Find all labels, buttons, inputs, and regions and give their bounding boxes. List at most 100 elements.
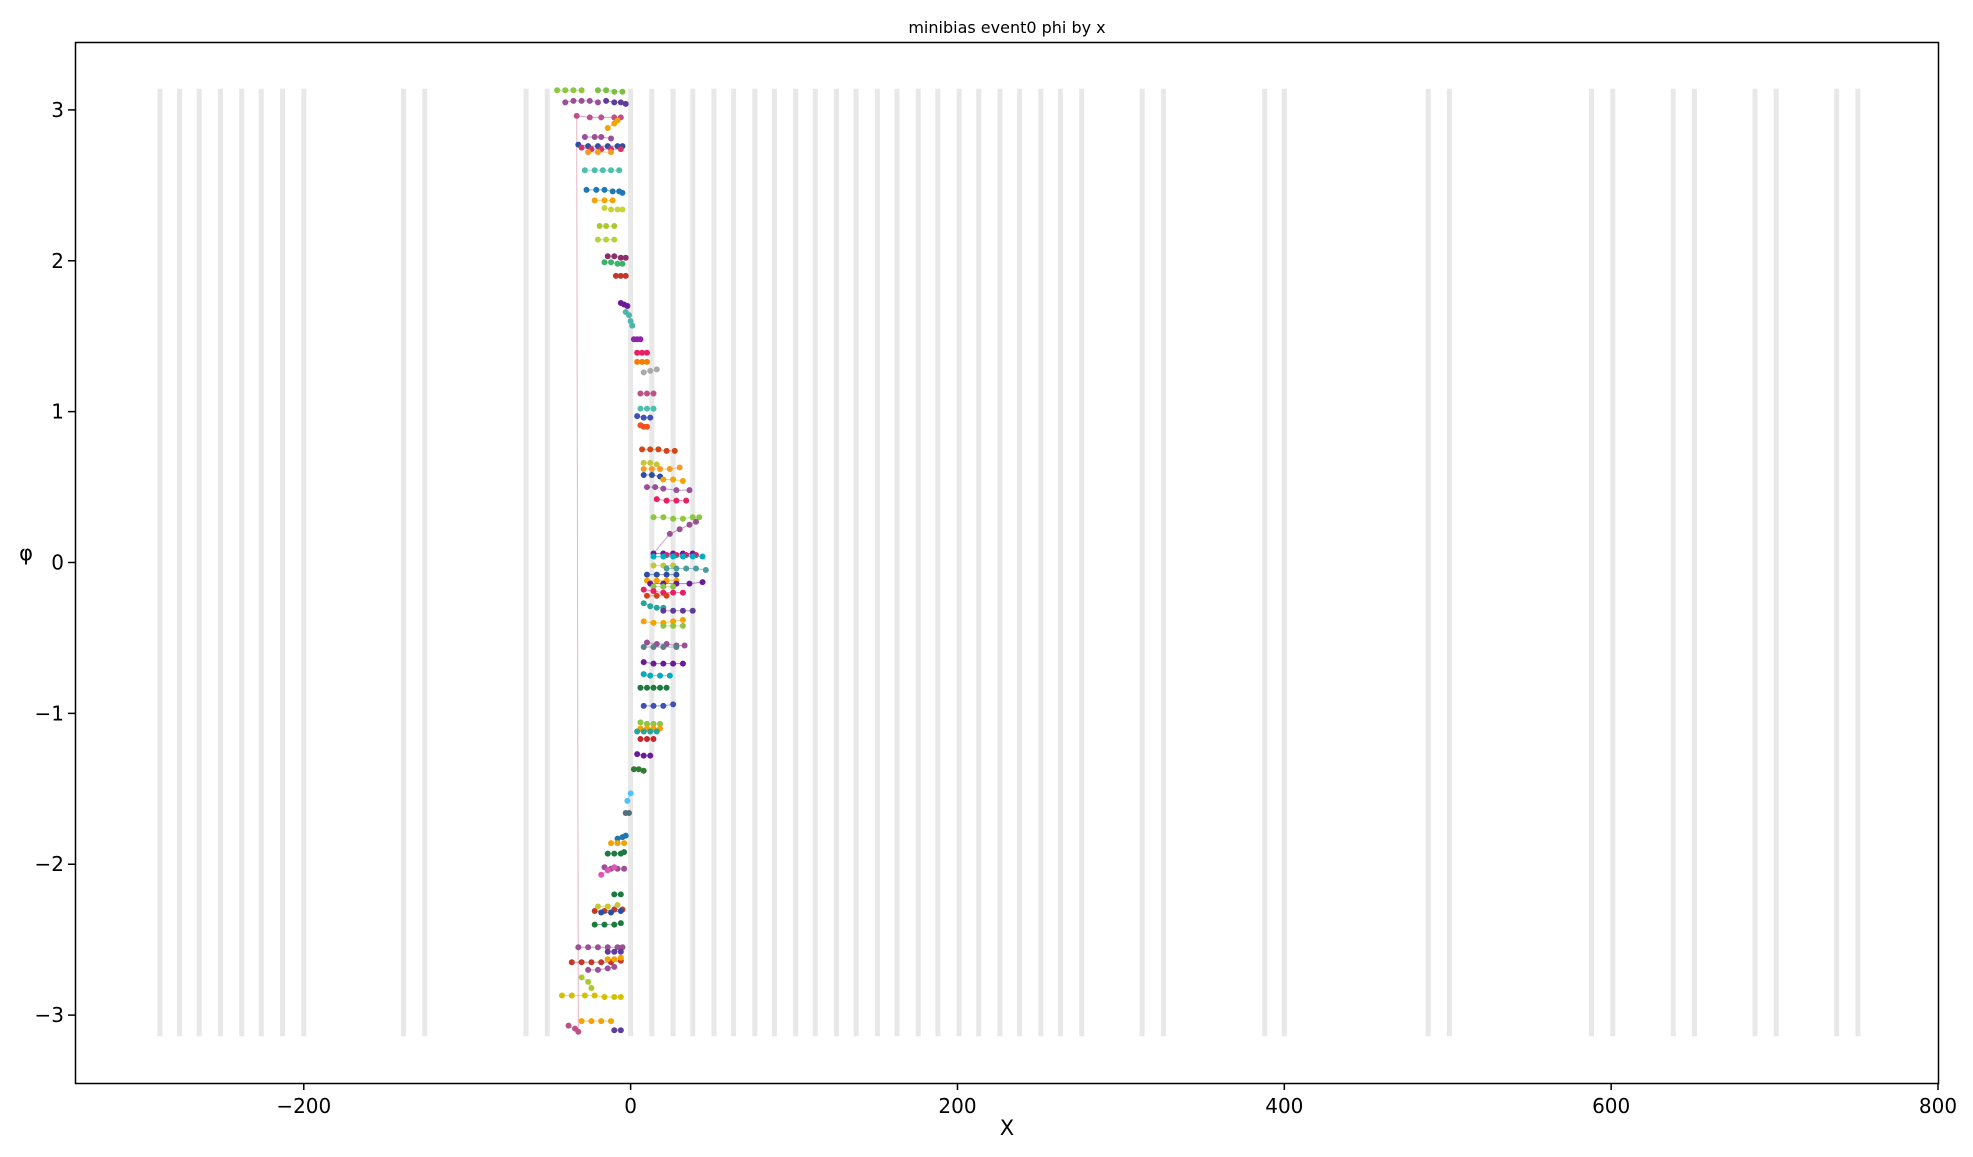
series-82 bbox=[578, 974, 595, 991]
data-point bbox=[614, 117, 621, 124]
data-point bbox=[622, 254, 629, 261]
data-point bbox=[689, 514, 696, 521]
data-point bbox=[611, 1027, 618, 1034]
data-point bbox=[660, 607, 667, 614]
series-61 bbox=[634, 728, 660, 735]
data-point bbox=[653, 496, 660, 503]
y-tick-label: 1 bbox=[51, 400, 64, 424]
data-point bbox=[601, 186, 608, 193]
data-point bbox=[591, 134, 598, 141]
data-point bbox=[643, 592, 650, 599]
data-point bbox=[643, 484, 650, 491]
data-point bbox=[676, 526, 683, 533]
data-point bbox=[648, 465, 655, 472]
data-point bbox=[614, 260, 621, 267]
data-point bbox=[568, 992, 575, 999]
series-line bbox=[584, 136, 612, 140]
data-point bbox=[647, 752, 654, 759]
series-9 bbox=[585, 149, 615, 156]
series-line bbox=[640, 721, 661, 725]
series-65 bbox=[624, 790, 634, 804]
data-point bbox=[650, 562, 657, 569]
data-point bbox=[663, 684, 670, 691]
data-point bbox=[650, 720, 657, 727]
data-point bbox=[608, 149, 615, 156]
data-point bbox=[611, 994, 618, 1001]
data-point bbox=[653, 366, 660, 373]
data-point bbox=[679, 589, 686, 596]
data-point bbox=[617, 99, 624, 106]
series-68 bbox=[608, 840, 628, 847]
series-72 bbox=[611, 891, 624, 898]
data-point bbox=[640, 459, 647, 466]
data-point bbox=[604, 903, 611, 910]
data-point bbox=[622, 832, 629, 839]
data-point bbox=[637, 736, 644, 743]
data-point bbox=[679, 616, 686, 623]
data-point bbox=[614, 901, 621, 908]
data-point bbox=[611, 223, 618, 230]
series-30 bbox=[640, 459, 660, 468]
data-point bbox=[593, 186, 600, 193]
data-point bbox=[686, 580, 693, 587]
data-point bbox=[588, 959, 595, 966]
data-point bbox=[647, 459, 654, 466]
data-point bbox=[643, 571, 650, 578]
data-point bbox=[616, 167, 623, 174]
data-point bbox=[699, 553, 706, 560]
series-66 bbox=[622, 809, 632, 816]
data-point bbox=[650, 619, 657, 626]
series-28 bbox=[637, 422, 650, 430]
data-point bbox=[601, 197, 608, 204]
data-point bbox=[702, 567, 709, 574]
data-point bbox=[617, 920, 624, 927]
series-29 bbox=[639, 446, 678, 454]
data-point bbox=[609, 188, 616, 195]
series-14 bbox=[596, 223, 618, 230]
data-point bbox=[594, 903, 601, 910]
data-point bbox=[660, 622, 667, 629]
data-point bbox=[604, 956, 611, 963]
data-point bbox=[608, 1018, 615, 1025]
data-point bbox=[643, 684, 650, 691]
series-40 bbox=[650, 553, 706, 560]
data-point bbox=[673, 497, 680, 504]
data-point bbox=[643, 349, 650, 356]
track-connectors bbox=[576, 115, 671, 1032]
series-13 bbox=[601, 204, 626, 213]
y-tick-label: −3 bbox=[35, 1003, 64, 1027]
data-point bbox=[611, 236, 618, 243]
series-35 bbox=[653, 496, 690, 504]
series-line bbox=[656, 498, 687, 502]
data-point bbox=[643, 358, 650, 365]
y-axis-label: φ bbox=[19, 541, 33, 565]
data-point bbox=[570, 87, 577, 94]
data-point bbox=[624, 797, 631, 804]
data-point bbox=[635, 766, 642, 773]
series-0 bbox=[554, 87, 585, 94]
series-20 bbox=[622, 309, 636, 329]
data-point bbox=[604, 253, 611, 260]
series-5 bbox=[604, 117, 621, 131]
data-point bbox=[676, 464, 683, 471]
data-point bbox=[634, 413, 641, 420]
data-point bbox=[657, 672, 664, 679]
data-point bbox=[591, 167, 598, 174]
data-point bbox=[673, 571, 680, 578]
data-point bbox=[617, 891, 624, 898]
series-11 bbox=[583, 186, 626, 196]
series-34 bbox=[643, 484, 693, 494]
data-point bbox=[666, 465, 673, 472]
data-point bbox=[670, 476, 677, 483]
x-tick-label: 400 bbox=[1265, 1094, 1303, 1118]
data-point bbox=[650, 553, 657, 560]
data-point bbox=[640, 465, 647, 472]
data-point bbox=[581, 134, 588, 141]
data-point bbox=[640, 600, 647, 607]
series-37 bbox=[666, 518, 699, 537]
series-27 bbox=[634, 413, 654, 421]
data-point bbox=[663, 592, 670, 599]
data-point bbox=[617, 272, 624, 279]
series-6 bbox=[581, 134, 615, 142]
data-point bbox=[625, 312, 632, 319]
